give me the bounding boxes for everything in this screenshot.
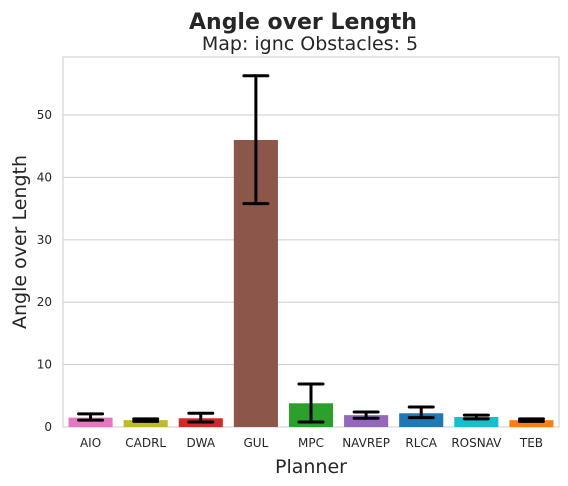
x-tick-label: AIO [80, 436, 101, 450]
bar-rosnav [454, 417, 499, 427]
error-bar-rlca [407, 405, 435, 420]
x-tick-label: ROSNAV [451, 436, 502, 450]
y-tick-label: 20 [37, 295, 52, 309]
error-bar-gul [242, 74, 270, 206]
chart-title: Angle over Length [189, 10, 417, 35]
chart-subtitle: Map: ignc Obstacles: 5 [202, 33, 418, 55]
error-bar-rosnav [462, 413, 490, 421]
error-bar-mpc [297, 382, 325, 424]
error-bar-cadrl [132, 417, 160, 423]
error-bar-teb [517, 417, 545, 423]
plot-frame [62, 56, 560, 428]
y-tick-label: 30 [37, 233, 52, 247]
x-tick-label: RLCA [405, 436, 437, 450]
x-tick-label: GUL [243, 436, 268, 450]
x-tick-labels: AIO CADRL DWA GUL MPC NAVREP RLCA ROSNAV TEB [80, 436, 543, 450]
x-tick-label: TEB [519, 436, 543, 450]
y-tick-label: 40 [37, 170, 52, 184]
bar-aio [68, 417, 113, 427]
y-tick-label: 50 [37, 108, 52, 122]
bar-cadrl [123, 420, 168, 427]
x-tick-label: NAVREP [342, 436, 390, 450]
y-tick-labels: 0 10 20 30 40 50 [37, 108, 52, 434]
error-bar-navrep [352, 410, 380, 420]
bar-navrep [344, 415, 389, 427]
x-tick-label: CADRL [125, 436, 166, 450]
x-axis-label: Planner [275, 456, 347, 478]
error-bars [77, 74, 545, 424]
error-bar-aio [77, 412, 105, 422]
y-tick-label: 0 [44, 420, 52, 434]
x-tick-label: MPC [298, 436, 324, 450]
error-bar-dwa [187, 411, 215, 424]
y-axis-label: Angle over Length [9, 155, 31, 329]
y-tick-label: 10 [37, 358, 52, 372]
x-tick-label: DWA [186, 436, 215, 450]
bar-teb [509, 420, 554, 427]
gridlines [63, 114, 559, 366]
